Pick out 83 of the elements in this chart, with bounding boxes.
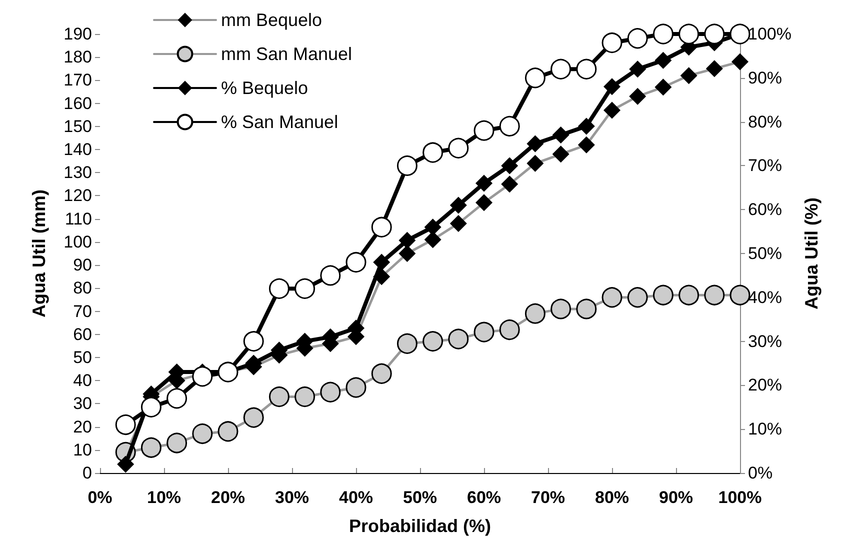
y-tick-label: 0 xyxy=(82,464,92,482)
y-tick-label: 60 xyxy=(73,324,92,344)
y-tick-label: 120 xyxy=(64,186,92,206)
x-tick-label: 90% xyxy=(658,488,694,507)
y-tick-label: 50 xyxy=(73,348,92,367)
y-tick-label: 80 xyxy=(73,278,92,298)
point xyxy=(166,388,188,409)
x-tick-label: 0% xyxy=(88,488,112,507)
x-tick-label: 100% xyxy=(718,488,762,507)
x-tick-label: 60% xyxy=(466,488,502,507)
point xyxy=(552,126,570,144)
point xyxy=(476,174,492,192)
point xyxy=(371,216,392,238)
y-tick-label: 180 xyxy=(64,48,92,67)
point xyxy=(398,232,416,249)
y2-tick-label: 40% xyxy=(748,288,782,307)
y2-tick-label: 60% xyxy=(748,200,782,220)
point xyxy=(627,28,648,49)
point xyxy=(524,68,546,88)
y-tick-label: 170 xyxy=(64,70,92,90)
point xyxy=(346,252,366,273)
y-tick-label: 10 xyxy=(73,440,92,460)
point xyxy=(576,58,597,80)
legend-label: mm Bequelo xyxy=(221,10,322,30)
y2-tick-label: 50% xyxy=(748,244,782,263)
point xyxy=(320,265,341,286)
y-tick-label: 110 xyxy=(64,209,92,228)
point xyxy=(373,254,390,271)
point xyxy=(578,118,595,135)
point xyxy=(396,155,418,176)
point xyxy=(243,331,264,352)
y-tick-label: 140 xyxy=(64,140,92,160)
point xyxy=(117,456,134,473)
point xyxy=(629,60,646,78)
point xyxy=(604,78,620,96)
y-tick-label: 30 xyxy=(73,394,92,414)
point xyxy=(654,52,672,69)
y-tick-label: 90 xyxy=(73,256,92,275)
x-tick-label: 10% xyxy=(146,488,182,507)
legend-label: % San Manuel xyxy=(221,112,338,132)
point xyxy=(501,157,518,174)
x-tick-label: 50% xyxy=(402,488,438,507)
point xyxy=(652,24,674,44)
legend-label: % Bequelo xyxy=(221,78,308,98)
point xyxy=(704,24,725,44)
point xyxy=(192,366,213,387)
y2-tick-label: 0% xyxy=(748,464,773,482)
point xyxy=(448,138,469,158)
point xyxy=(499,116,520,136)
x-tick-label: 30% xyxy=(274,488,310,507)
y-tick-label: 190 xyxy=(64,24,92,44)
x-tick-label: 70% xyxy=(530,488,566,507)
point xyxy=(422,142,444,163)
x-tick-label: 40% xyxy=(338,488,374,507)
y-tick-label: 70 xyxy=(73,302,92,321)
point xyxy=(115,414,136,435)
point xyxy=(140,396,162,418)
y-tick-label: 160 xyxy=(64,94,92,113)
y-tick-label: 20 xyxy=(73,417,92,436)
y2-tick-label: 10% xyxy=(748,420,782,439)
y-tick-label: 130 xyxy=(64,163,92,182)
y-tick-label: 100 xyxy=(64,232,92,252)
point xyxy=(526,135,544,152)
x-tick-label: 20% xyxy=(210,488,246,507)
point xyxy=(602,32,622,54)
y2-tick-label: 20% xyxy=(748,376,782,395)
y2-axis-title: Agua Util (%) xyxy=(801,198,822,310)
point xyxy=(678,24,700,44)
point xyxy=(474,120,494,141)
point xyxy=(550,58,572,80)
y2-tick-label: 30% xyxy=(748,332,782,351)
point xyxy=(268,278,290,299)
legend-label: mm San Manuel xyxy=(221,44,352,64)
y-axis-title: Agua Util (mm) xyxy=(29,190,49,318)
y2-tick-label: 80% xyxy=(748,112,782,132)
point xyxy=(450,196,467,214)
y2-tick-label: 70% xyxy=(748,156,782,176)
y2-tick-label: 90% xyxy=(748,68,782,88)
point xyxy=(294,278,316,299)
y-tick-label: 150 xyxy=(64,116,92,136)
x-axis-title: Probabilidad (%) xyxy=(348,516,492,536)
y-tick-label: 40 xyxy=(73,371,92,390)
x-tick-label: 80% xyxy=(594,488,630,507)
